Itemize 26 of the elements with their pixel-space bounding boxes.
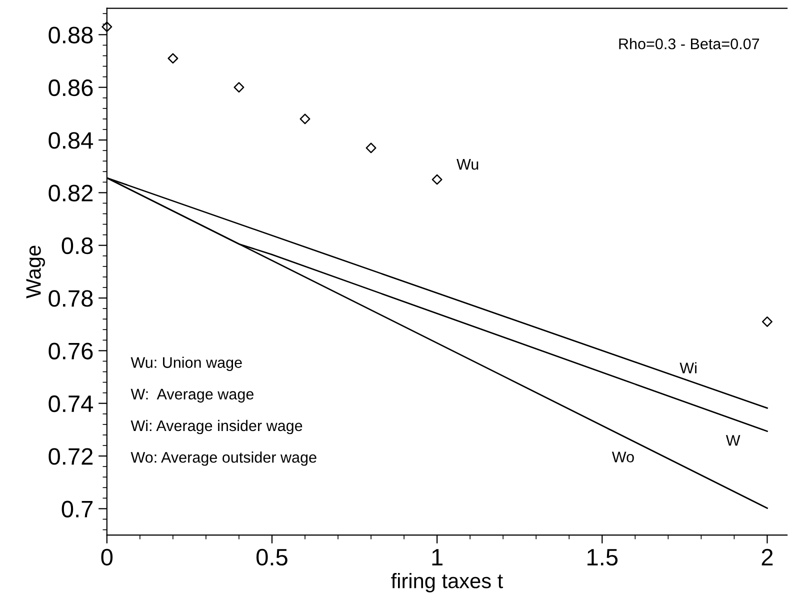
annotation: Wu: Union wage	[130, 356, 242, 371]
annotation: Wo: Average outsider wage	[130, 452, 316, 466]
y-tick-label: 0.7	[62, 500, 93, 518]
annotation: W: Average wage	[130, 388, 254, 403]
x-tick-label: 0.5	[256, 548, 288, 566]
y-tick-label: 0.86	[48, 79, 93, 96]
y-tick-label: 0.74	[48, 395, 94, 412]
annotation: Rho=0.3 - Beta=0.07	[619, 38, 760, 50]
series-label: Wu	[456, 159, 478, 170]
series-label: W	[726, 435, 740, 446]
annotation: Wi: Average insider wage	[130, 420, 302, 434]
y-tick-label: 0.76	[48, 342, 93, 360]
series-label: Wo	[612, 452, 634, 462]
y-tick-label: 0.72	[48, 448, 93, 465]
x-tick-label: 1.5	[588, 549, 618, 566]
y-tick-label: 0.8	[62, 237, 93, 254]
y-tick-label: 0.82	[48, 184, 93, 202]
y-axis-title: Wage	[26, 246, 45, 298]
x-tick-label: 2	[762, 548, 773, 566]
x-axis-title: firing taxes t	[391, 573, 503, 592]
x-tick-label: 0	[101, 548, 113, 566]
series-label: Wi	[680, 362, 696, 374]
x-tick-label: 1	[432, 549, 442, 566]
y-tick-label: 0.88	[48, 26, 93, 44]
y-tick-label: 0.84	[48, 132, 94, 149]
y-tick-label: 0.78	[48, 290, 93, 307]
